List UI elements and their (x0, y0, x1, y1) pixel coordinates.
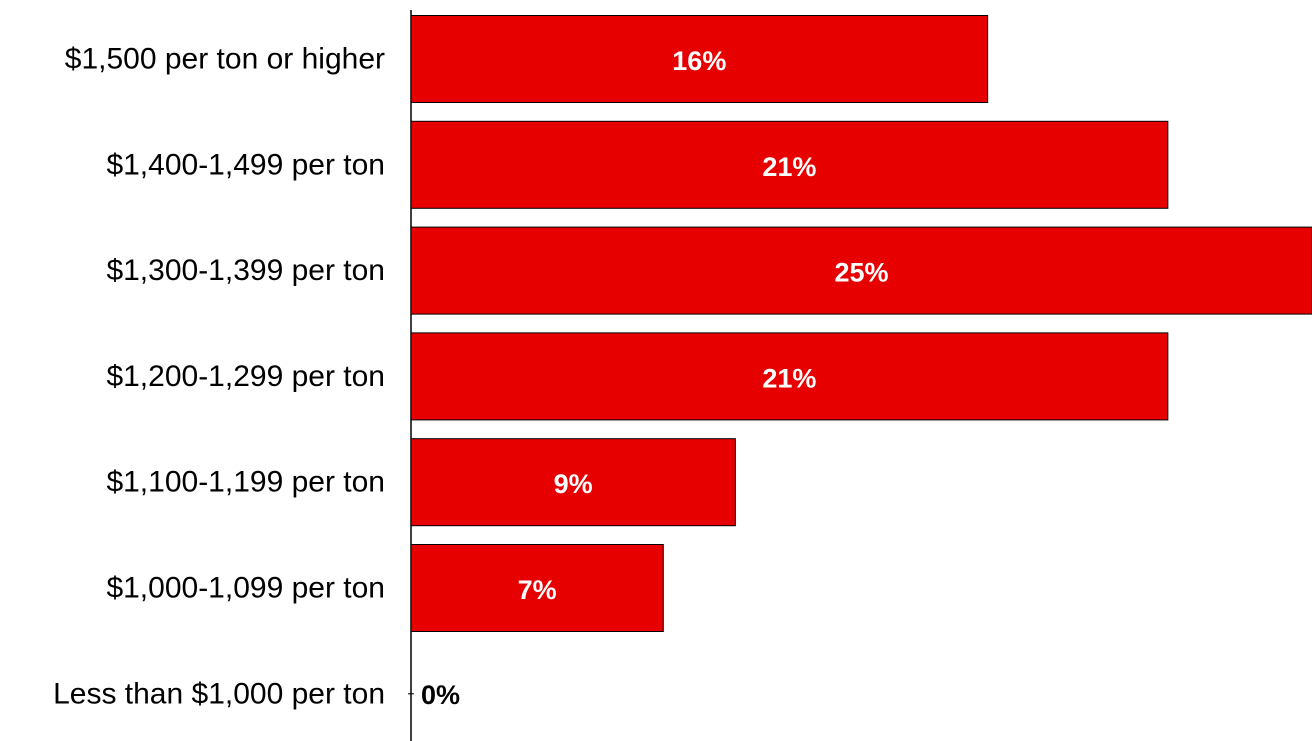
data-label: 0% (421, 680, 460, 710)
data-label: 25% (834, 258, 888, 288)
category-label: $1,500 per ton or higher (65, 43, 385, 76)
bar (410, 226, 1312, 315)
data-label: 21% (762, 152, 816, 182)
category-label: $1,300-1,399 per ton (106, 254, 385, 287)
data-label: 21% (762, 363, 816, 393)
data-label: 16% (672, 46, 726, 76)
category-label: $1,400-1,499 per ton (106, 148, 385, 181)
bar (410, 544, 664, 632)
category-label: Less than $1,000 per ton (53, 677, 385, 710)
category-label: $1,100-1,199 per ton (106, 466, 385, 499)
bar (410, 332, 1169, 421)
data-label: 9% (554, 469, 593, 499)
bar (410, 15, 989, 103)
data-label: 7% (518, 575, 557, 605)
bar (410, 438, 736, 527)
category-label: $1,200-1,299 per ton (106, 360, 385, 393)
bars-layer (408, 15, 1312, 695)
category-label: $1,000-1,099 per ton (106, 572, 385, 605)
labels-layer: $1,500 per ton or higher 16% $1,400-1,499 … (53, 43, 888, 711)
bar (410, 120, 1169, 209)
